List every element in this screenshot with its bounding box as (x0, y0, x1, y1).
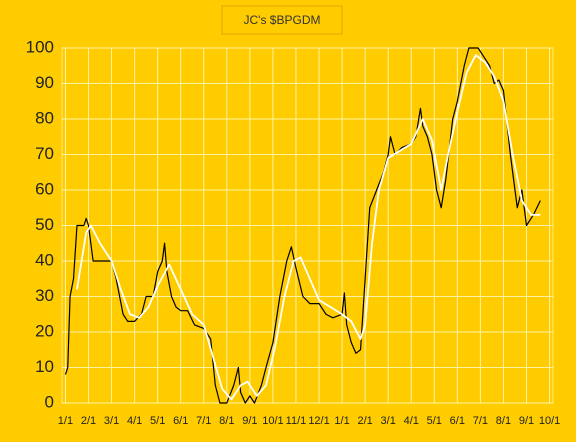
y-tick-label: 30 (35, 286, 54, 305)
x-tick-label: 5/1 (150, 415, 165, 427)
y-tick-label: 80 (35, 108, 54, 127)
y-tick-label: 60 (35, 179, 54, 198)
title-box (221, 5, 343, 35)
chart-title: JC's $BPGDM (244, 13, 321, 27)
x-tick-label: 3/1 (381, 415, 396, 427)
y-tick-label: 20 (35, 321, 54, 340)
x-tick-label: 7/1 (473, 415, 488, 427)
y-tick-label: 100 (26, 37, 54, 56)
series-line (76, 54, 541, 401)
x-tick-label: 10/1 (262, 415, 283, 427)
y-tick-label: 90 (35, 73, 54, 92)
x-tick-label: 4/1 (404, 415, 419, 427)
x-tick-label: 2/1 (81, 415, 96, 427)
x-tick-label: 6/1 (450, 415, 465, 427)
x-tick-label: 10/1 (539, 415, 560, 427)
x-tick-label: 1/1 (58, 415, 73, 427)
y-tick-label: 50 (35, 215, 54, 234)
x-tick-label: 12/1 (308, 415, 329, 427)
x-tick-label: 8/1 (219, 415, 234, 427)
x-tick-label: 5/1 (427, 415, 442, 427)
y-tick-label: 70 (35, 144, 54, 163)
x-tick-label: 1/1 (334, 415, 349, 427)
x-tick-label: 8/1 (496, 415, 511, 427)
x-tick-label: 9/1 (242, 415, 257, 427)
x-tick-label: 4/1 (127, 415, 142, 427)
x-tick-label: 2/1 (357, 415, 372, 427)
x-tick-label: 9/1 (519, 415, 534, 427)
x-tick-label: 7/1 (196, 415, 211, 427)
y-tick-label: 10 (35, 357, 54, 376)
y-tick-label: 0 (45, 392, 54, 411)
y-tick-label: 40 (35, 250, 54, 269)
x-tick-label: 6/1 (173, 415, 188, 427)
x-tick-label: 11/1 (286, 415, 307, 427)
x-tick-label: 3/1 (104, 415, 119, 427)
